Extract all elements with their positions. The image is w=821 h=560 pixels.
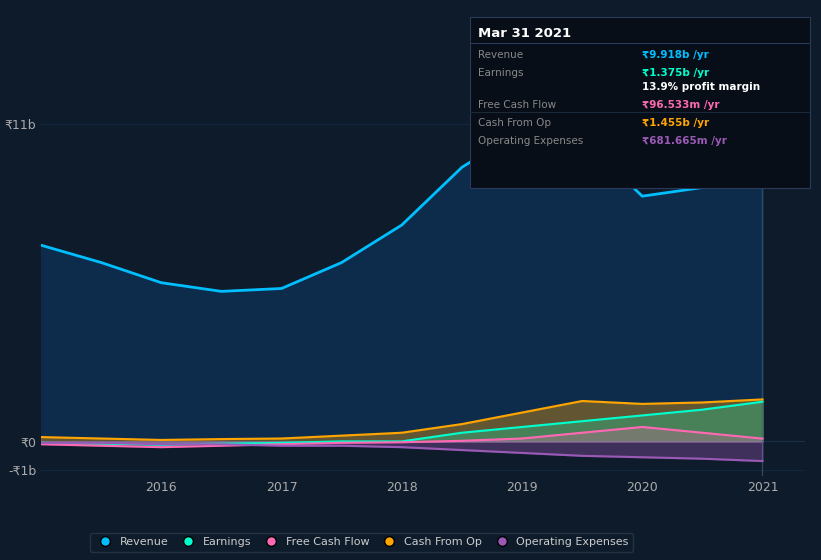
Text: Free Cash Flow: Free Cash Flow [478, 100, 556, 110]
Text: Mar 31 2021: Mar 31 2021 [478, 27, 571, 40]
Text: Earnings: Earnings [478, 68, 523, 78]
Text: Cash From Op: Cash From Op [478, 118, 551, 128]
Text: ₹681.665m /yr: ₹681.665m /yr [642, 136, 727, 146]
Text: ₹9.918b /yr: ₹9.918b /yr [642, 50, 709, 60]
Legend: Revenue, Earnings, Free Cash Flow, Cash From Op, Operating Expenses: Revenue, Earnings, Free Cash Flow, Cash … [89, 533, 633, 552]
Text: Revenue: Revenue [478, 50, 523, 60]
Text: 13.9% profit margin: 13.9% profit margin [642, 82, 760, 92]
Text: ₹96.533m /yr: ₹96.533m /yr [642, 100, 719, 110]
Text: ₹1.375b /yr: ₹1.375b /yr [642, 68, 709, 78]
Text: Operating Expenses: Operating Expenses [478, 136, 583, 146]
Text: ₹1.455b /yr: ₹1.455b /yr [642, 118, 709, 128]
